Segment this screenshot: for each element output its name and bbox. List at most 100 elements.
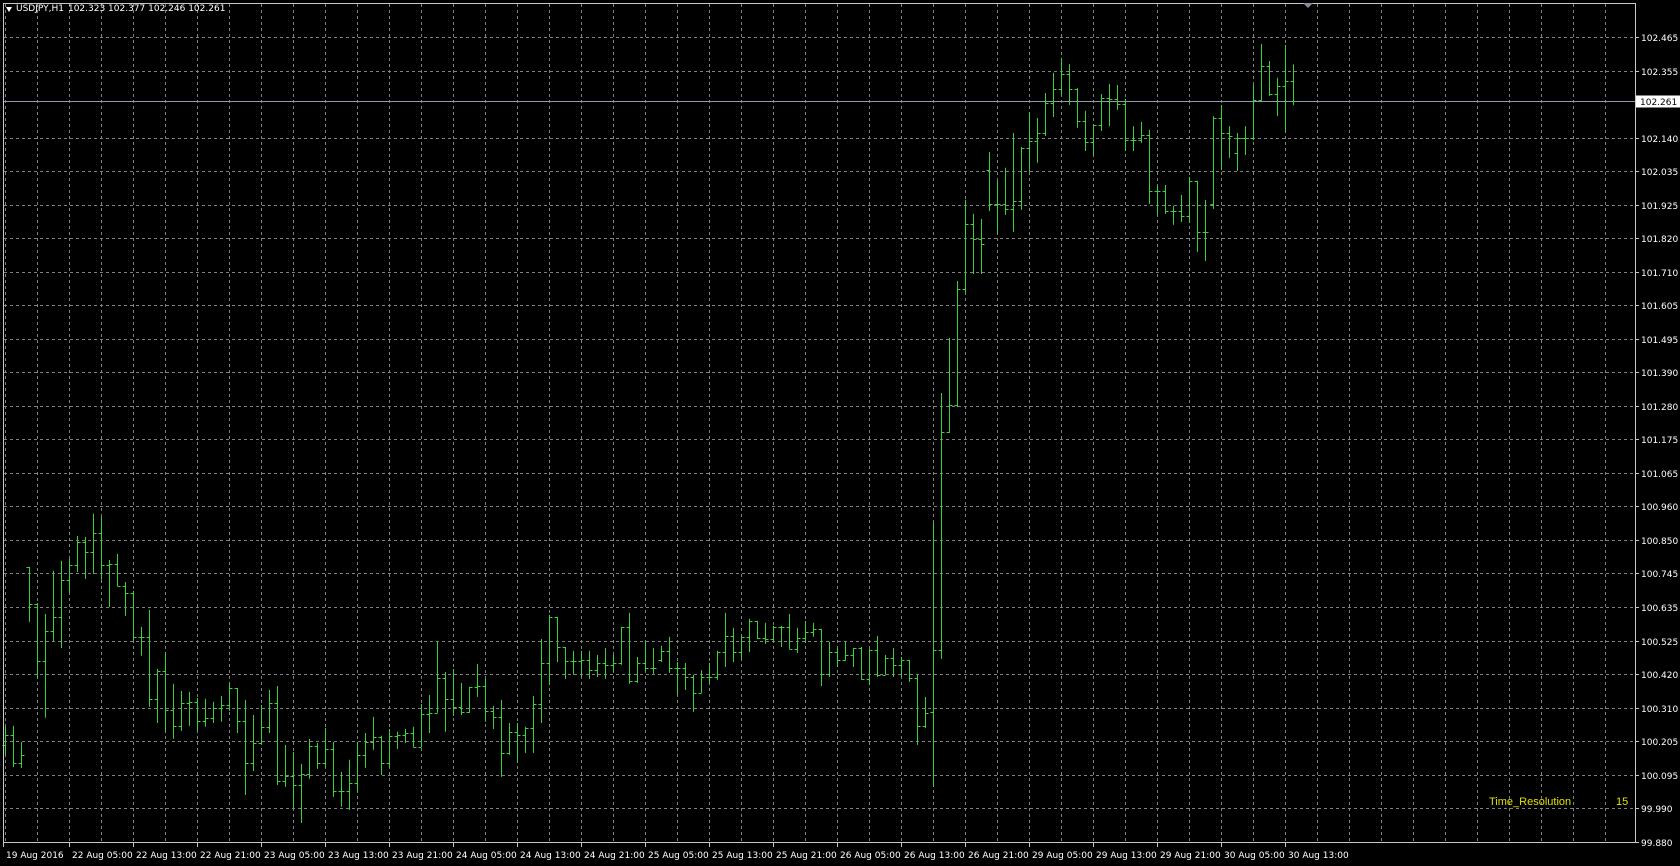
price-label: 102.355 (1641, 68, 1678, 78)
ohlc-bar (218, 695, 225, 722)
ohlc-bar (754, 620, 761, 639)
ohlc-bar (194, 697, 201, 731)
ohlc-bar (1042, 93, 1049, 137)
ohlc-bar (1178, 194, 1185, 222)
ohlc-bar (594, 654, 601, 677)
ohlc-bar (226, 682, 233, 711)
ohlc-bar (74, 535, 81, 573)
ohlc-bar (562, 647, 569, 679)
time-label: 22 Aug 05:00 (72, 851, 133, 861)
symbol-label: USDJPY,H1 (16, 4, 64, 14)
ohlc-bar (514, 723, 521, 762)
chart-header: USDJPY,H1 102.323 102.377 102.246 102.26… (6, 3, 225, 15)
ohlc-bar (330, 742, 337, 797)
ohlc-bar (850, 647, 857, 667)
ohlc-bar (954, 280, 961, 407)
ohlc-bar (66, 558, 73, 593)
ohlc-bar (642, 641, 649, 672)
ohlc-bar (1114, 84, 1121, 110)
price-label: 100.525 (1641, 638, 1678, 648)
price-label: 100.420 (1641, 671, 1678, 681)
price-label: 101.495 (1641, 336, 1678, 346)
ohlc-bar (898, 657, 905, 677)
time-label: 30 Aug 13:00 (1288, 851, 1349, 861)
ohlc-bar (498, 699, 505, 777)
chart-shift-marker-icon[interactable] (1303, 3, 1313, 8)
ohlc-bar (586, 650, 593, 679)
price-label: 100.635 (1641, 604, 1678, 614)
price-label: 100.850 (1641, 537, 1678, 547)
ohlc-bar (818, 628, 825, 686)
ohlc-bar (1242, 126, 1249, 156)
ohlc-bar (970, 213, 977, 274)
ohlc-bar (466, 686, 473, 713)
time-label: 26 Aug 21:00 (968, 851, 1029, 861)
time-label: 19 Aug 2016 (6, 851, 64, 861)
ohlc-bar (938, 392, 945, 659)
ohlc-bar (666, 636, 673, 673)
ohlc-bar (770, 625, 777, 642)
ohlc-bar (298, 763, 305, 824)
price-axis[interactable]: 102.465 102.355 102.140 102.035 101.925 101.8… (1635, 34, 1680, 849)
ohlc-bar (1282, 44, 1289, 132)
ohlc-bar (282, 744, 289, 787)
ohlc-bar (786, 614, 793, 650)
ohlc-bar (426, 695, 433, 734)
ohlc-bar (474, 663, 481, 697)
ohlc-bar (1218, 104, 1225, 170)
ohlc-bar (810, 622, 817, 637)
price-label: 101.925 (1641, 202, 1678, 212)
current-price-label: 102.261 (1640, 98, 1677, 108)
ohlc-bar (682, 662, 689, 691)
ohlc-bar (434, 641, 441, 714)
ohlc-bar (114, 553, 121, 587)
ohlc-bar (1250, 84, 1257, 141)
ohlc-bar (506, 723, 513, 755)
dropdown-triangle-icon[interactable] (6, 6, 12, 12)
time-label: 24 Aug 13:00 (520, 851, 581, 861)
time-label: 29 Aug 05:00 (1032, 851, 1093, 861)
ohlc-bar (1018, 146, 1025, 210)
ohlc-bar (1034, 117, 1041, 163)
ohlc-bar (1170, 205, 1177, 225)
ohlc-bar (874, 635, 881, 677)
ohlc-bar (1026, 112, 1033, 172)
ohlc-bar (578, 650, 585, 677)
ohlc-bar (746, 618, 753, 653)
ohlc-bar (1146, 129, 1153, 204)
ohlc-bar (1258, 43, 1265, 101)
ohlc-bar (1002, 167, 1009, 215)
ohlc-bar (258, 704, 265, 745)
ohlc-bar (1202, 199, 1209, 261)
ohlc-bar (186, 691, 193, 726)
ohlc-bar (826, 641, 833, 677)
ohlc-bar (1274, 77, 1281, 117)
ohlc-bar (1130, 126, 1137, 151)
ohlc-bar (890, 647, 897, 677)
ohlc-bar (234, 687, 241, 734)
price-label: 102.465 (1641, 34, 1678, 44)
time-label: 30 Aug 05:00 (1224, 851, 1285, 861)
ohlc-bar (906, 659, 913, 682)
ohlc-bar (658, 645, 665, 663)
ohlc-bar (866, 648, 873, 686)
time-label: 26 Aug 13:00 (904, 851, 965, 861)
ohlc-bar (314, 742, 321, 769)
ohlc-label: 102.323 102.377 102.246 102.261 (67, 4, 226, 14)
ohlc-bar (322, 728, 329, 767)
ohlc-bar (1106, 84, 1113, 127)
price-label: 102.035 (1641, 168, 1678, 178)
time-label: 29 Aug 21:00 (1160, 851, 1221, 861)
time-axis[interactable]: 19 Aug 2016 22 Aug 05:00 22 Aug 13:00 22 Au… (3, 842, 1349, 861)
ohlc-bar (98, 516, 105, 580)
ohlc-bar (986, 151, 993, 212)
ohlc-bar (722, 612, 729, 667)
ohlc-bar (1266, 60, 1273, 96)
ohlc-bar (250, 714, 257, 771)
time-label: 26 Aug 05:00 (840, 851, 901, 861)
indicator-value: 15 (1616, 796, 1629, 808)
ohlc-bar (882, 654, 889, 676)
price-label: 99.880 (1641, 839, 1673, 849)
price-label: 101.280 (1641, 403, 1678, 413)
